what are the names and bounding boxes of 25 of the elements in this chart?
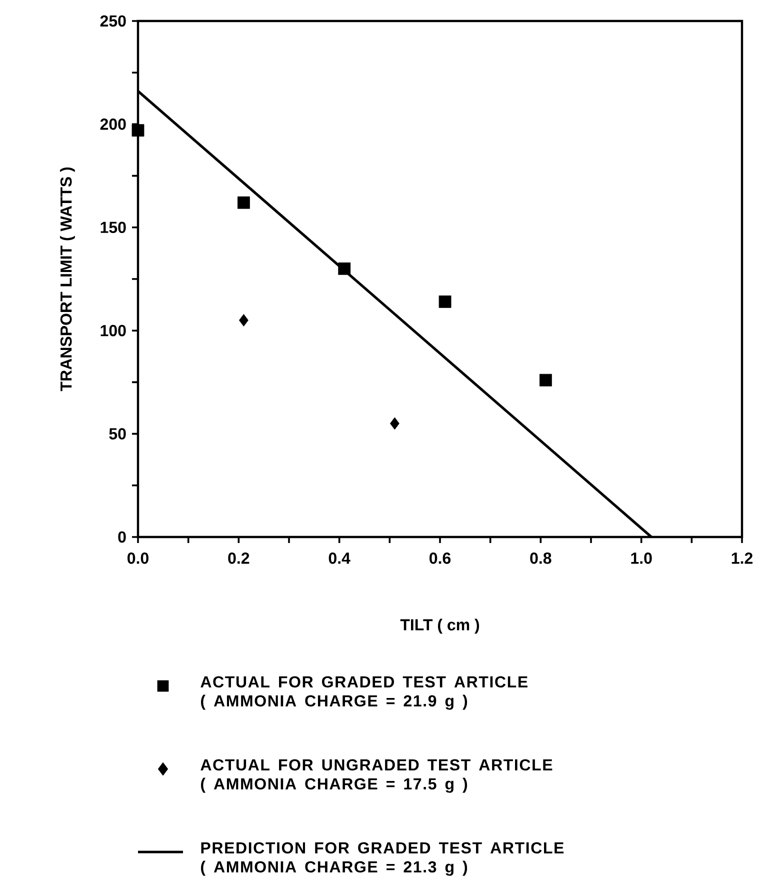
y-tick-label: 250 <box>100 15 126 27</box>
x-tick-label: 0.0 <box>128 552 148 564</box>
x-tick-label: 0.8 <box>530 552 552 564</box>
point <box>390 417 400 430</box>
point <box>239 314 248 326</box>
y-tick-label: 150 <box>100 222 126 234</box>
legend-label: PREDICTION FOR GRADED TEST ARTICLE ( AMMONIA CHARGE = 21.3 g ) <box>200 842 564 876</box>
x-tick-label: 1.0 <box>631 552 652 564</box>
y-tick-label: 50 <box>109 428 126 440</box>
y-tick-label: 100 <box>100 324 126 336</box>
x-tick-label: 0.6 <box>430 552 451 564</box>
x-tick-label: 1.2 <box>732 552 752 564</box>
y-tick-label: 0 <box>118 531 126 543</box>
point <box>540 374 552 386</box>
x-tick-label: 0.2 <box>228 552 250 564</box>
legend-label: ACTUAL FOR UNGRADED TEST ARTICLE ( AMMONIA CHARGE = 17.5 g ) <box>200 759 552 793</box>
x-axis-title: TILT ( cm ) <box>400 618 480 634</box>
point <box>238 196 250 209</box>
x-tick-label: 0.4 <box>328 552 350 564</box>
y-tick-label: 200 <box>100 118 126 130</box>
legend-label: ACTUAL FOR GRADED TEST ARTICLE ( AMMONIA CHARGE = 21.9 g ) <box>200 676 528 710</box>
point <box>438 295 452 308</box>
point <box>338 262 351 275</box>
point <box>132 124 144 137</box>
y-axis-title: TRANSPORT LIMIT ( WATTS ) <box>60 168 75 392</box>
